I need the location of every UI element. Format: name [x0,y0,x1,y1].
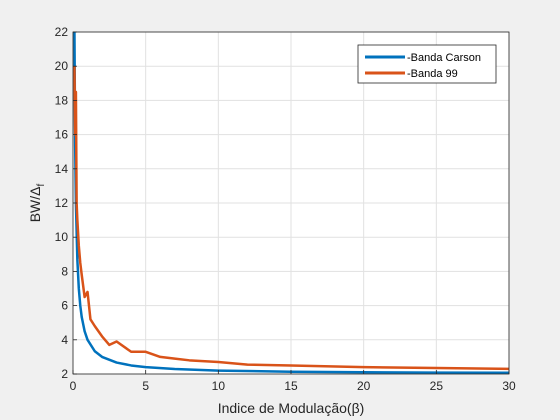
y-tick-label: 6 [61,299,68,313]
legend-label-carson: -Banda Carson [407,52,481,64]
x-tick-label: 25 [430,379,444,393]
x-tick-label: 10 [212,379,226,393]
y-axis-ticks: 2 4 6 8 10 12 14 16 18 20 22 [55,25,77,381]
y-tick-label: 4 [61,333,68,347]
x-axis-label: Indice de Modulação(β) [218,400,365,416]
x-axis-ticks: 0 5 10 15 20 25 30 [70,370,516,393]
legend: -Banda Carson -Banda 99 [357,44,497,84]
y-axis-label-subscript: f [36,183,47,186]
y-tick-label: 8 [61,264,68,278]
y-tick-label: 10 [55,230,69,244]
legend-label-banda99: -Banda 99 [407,68,458,80]
y-tick-label: 14 [55,162,69,176]
y-tick-label: 22 [55,25,69,39]
legend-box [357,44,497,84]
y-tick-label: 2 [61,367,68,381]
y-axis-label-main: BW/Δ [27,186,43,222]
x-tick-label: 5 [142,379,149,393]
y-tick-label: 20 [55,59,69,73]
y-tick-label: 16 [55,128,69,142]
x-tick-label: 20 [357,379,371,393]
y-tick-label: 18 [55,93,69,107]
y-tick-label: 12 [55,196,69,210]
series-line-0 [73,31,510,375]
series-layer [73,31,510,375]
x-tick-label: 0 [70,379,77,393]
series-line-1 [73,66,510,371]
y-axis-label: BW/Δf [27,183,47,222]
x-tick-label: 15 [284,379,298,393]
x-tick-label: 30 [502,379,516,393]
